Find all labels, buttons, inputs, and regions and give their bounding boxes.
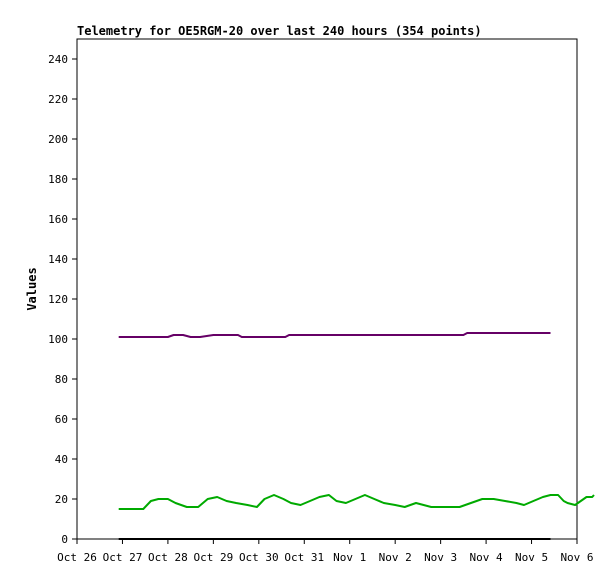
x-tick-label: Nov 2 — [379, 551, 412, 564]
y-tick-label: 80 — [55, 373, 68, 386]
x-tick-label: Nov 3 — [424, 551, 457, 564]
x-tick-label: Nov 4 — [470, 551, 503, 564]
x-tick-label: Nov 6 — [560, 551, 593, 564]
x-tick-label: Oct 29 — [193, 551, 233, 564]
y-tick-label: 140 — [48, 253, 68, 266]
series-line-2 — [118, 494, 595, 510]
x-tick-label: Oct 31 — [284, 551, 324, 564]
y-tick-label: 60 — [55, 413, 68, 426]
y-tick-label: 40 — [55, 453, 68, 466]
x-tick-label: Nov 5 — [515, 551, 548, 564]
series-layer — [118, 332, 595, 540]
y-tick-label: 240 — [48, 53, 68, 66]
x-axis: Oct 26 Oct 27 Oct 28 Oct 29 Oct 30 Oct 31 Nov … — [57, 539, 594, 564]
x-tick-label: Oct 30 — [239, 551, 279, 564]
plot-area — [76, 38, 578, 540]
y-axis: 0 20 40 60 80 100 120 140 160 180 200 220 240 — [48, 53, 77, 546]
x-tick-label: Nov 1 — [333, 551, 366, 564]
y-tick-label: 180 — [48, 173, 68, 186]
y-tick-label: 20 — [55, 493, 68, 506]
y-tick-label: 160 — [48, 213, 68, 226]
chart-title: Telemetry for OE5RGM-20 over last 240 ho… — [77, 24, 482, 38]
y-tick-label: 100 — [48, 333, 68, 346]
y-tick-label: 200 — [48, 133, 68, 146]
x-tick-label: Oct 26 — [57, 551, 97, 564]
y-tick-label: 0 — [61, 533, 68, 546]
y-tick-label: 120 — [48, 293, 68, 306]
series-line-1 — [118, 332, 551, 338]
x-tick-label: Oct 28 — [148, 551, 188, 564]
y-axis-label: Values — [25, 267, 39, 310]
x-tick-label: Oct 27 — [103, 551, 143, 564]
y-tick-label: 220 — [48, 93, 68, 106]
